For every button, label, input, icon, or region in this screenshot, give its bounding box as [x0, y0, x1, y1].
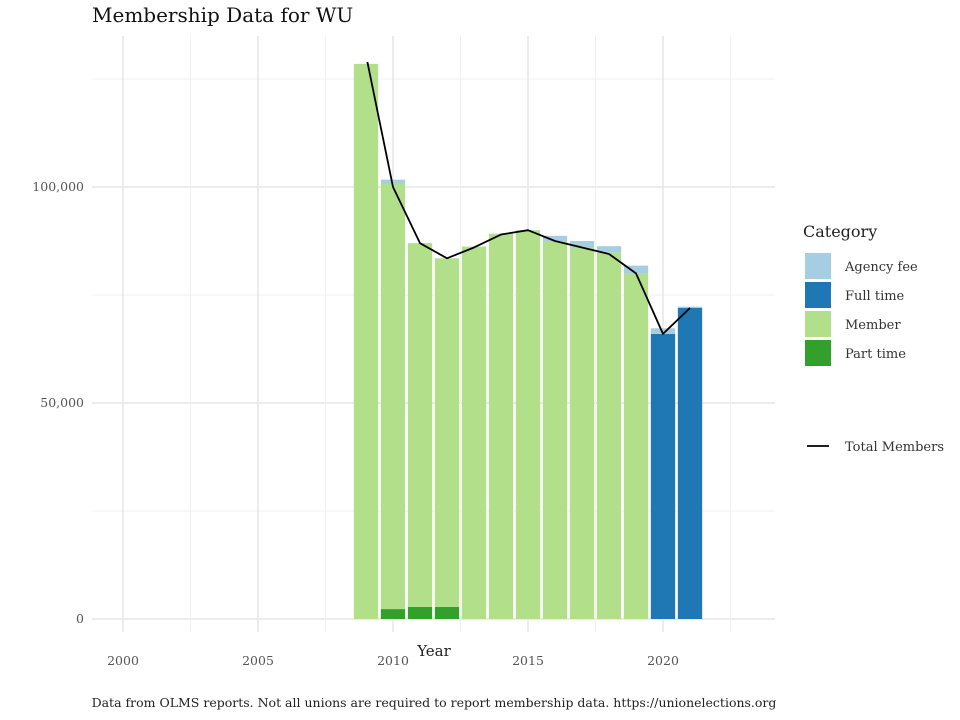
bar-full-time-2020: [650, 333, 676, 619]
legend-label: Total Members: [845, 440, 944, 455]
legend-label: Full time: [845, 289, 905, 304]
legend-key-part-time: [805, 340, 831, 366]
y-tick-label: 50,000: [40, 395, 84, 410]
bar-member-2014: [488, 233, 514, 619]
bar-member-2017: [569, 247, 595, 620]
x-tick-label: 2015: [512, 653, 544, 668]
bar-member-2016: [542, 241, 568, 619]
y-tick-label: 100,000: [32, 179, 84, 194]
x-axis-ticks: 2000 2005 2010 2015 2020: [107, 653, 679, 668]
bar-member-2018: [596, 252, 622, 619]
bar-member-2012: [434, 258, 460, 607]
bar-agency-fee-2020: [650, 328, 676, 334]
bar-agency-fee-2019: [623, 265, 649, 274]
legend-label: Part time: [845, 347, 906, 362]
total-members-line-layer: [366, 62, 691, 335]
x-axis-title: Year: [416, 642, 451, 660]
bar-agency-fee-2021: [677, 306, 703, 308]
bar-agency-fee-2010: [380, 179, 406, 184]
legend-key-agency-fee: [805, 253, 831, 279]
bar-part-time-2010: [380, 609, 406, 619]
legend-label: Agency fee: [844, 260, 918, 275]
bar-member-2015: [515, 230, 541, 619]
chart-caption: Data from OLMS reports. Not all unions a…: [92, 695, 777, 710]
bar-agency-fee-2016: [542, 235, 568, 241]
bar-agency-fee-2018: [596, 246, 622, 253]
bars: [353, 63, 703, 620]
bar-member-2009: [353, 63, 379, 619]
bar-member-2011: [407, 244, 433, 607]
bar-agency-fee-2017: [569, 241, 595, 248]
x-tick-label: 2005: [242, 653, 274, 668]
bar-full-time-2021: [677, 307, 703, 619]
total-members-line: [366, 62, 691, 335]
x-tick-label: 2010: [377, 653, 409, 668]
bar-member-2013: [461, 246, 487, 619]
bar-member-2019: [623, 273, 649, 619]
bar-part-time-2011: [407, 606, 433, 619]
y-tick-label: 0: [76, 611, 84, 626]
legend-label: Member: [845, 318, 901, 333]
x-tick-label: 2000: [107, 653, 139, 668]
chart-title: Membership Data for WU: [92, 3, 353, 27]
x-tick-label: 2020: [647, 653, 679, 668]
legend-key-full-time: [805, 282, 831, 308]
legend-title: Category: [803, 222, 877, 241]
bar-part-time-2012: [434, 606, 460, 619]
legend: Category Agency fee Full time Member Part t…: [803, 222, 944, 455]
legend-key-member: [805, 311, 831, 337]
bar-member-2010: [380, 183, 406, 610]
y-axis-ticks: 0 50,000 100,000: [32, 179, 84, 626]
